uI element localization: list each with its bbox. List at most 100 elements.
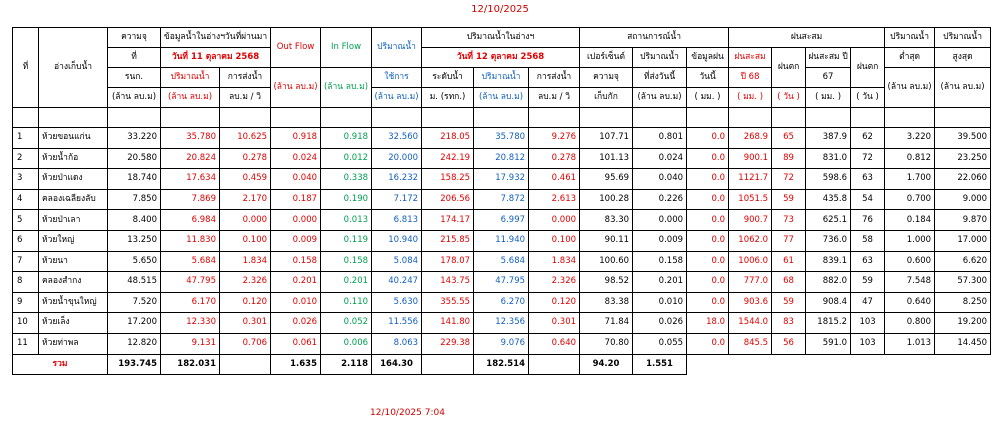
cell-cap: 5.650 [107, 250, 161, 273]
header-released-1: ปริมาณน้ำ [632, 47, 688, 68]
cell-out: 0.026 [270, 312, 322, 334]
cell-pct: 71.84 [579, 312, 634, 334]
cell-y_vol: 17.634 [160, 168, 220, 190]
header-capacity-4: (ล้าน ลบ.ม) [107, 87, 161, 108]
cell-y_rel: 0.000 [218, 209, 272, 231]
cell-r68: 1006.0 [728, 250, 773, 273]
cell-d68: 59 [771, 188, 807, 211]
cell-t_vol: 17.932 [473, 168, 530, 190]
header-usable-3: (ล้าน ลบ.ม) [371, 87, 423, 108]
cell-r67: 839.1 [805, 250, 852, 273]
total-label: รวม [12, 353, 108, 376]
cell-usable: 16.232 [371, 168, 423, 190]
cell-min: 1.013 [884, 332, 936, 355]
cell-d67: 103 [850, 332, 886, 355]
header-rain-group: ฝนสะสม [728, 27, 886, 48]
cell-d68: 59 [771, 291, 807, 314]
cell-rain: 0.0 [686, 168, 730, 190]
table-row: 5 ห้วยป่าเลา 8.400 6.984 0.000 0.000 0.013 6.81… [12, 209, 992, 231]
header-capacity-1: ความจุ [107, 27, 161, 48]
cell-t_rel: 0.640 [528, 332, 581, 355]
cell-no: 5 [12, 209, 39, 231]
cell-no: 6 [12, 229, 39, 252]
blank-row [12, 107, 992, 128]
cell-y_vol: 9.131 [160, 332, 220, 355]
cell-r67: 736.0 [805, 229, 852, 252]
header-rain68-2: ปี 68 [728, 67, 773, 88]
header-rain68-3: ( มม. ) [728, 87, 773, 108]
cell-sent: 0.026 [632, 312, 688, 334]
cell-pct: 83.38 [579, 291, 634, 314]
cell-name: ห้วยขอนแก่น [38, 127, 108, 149]
cell-t_vol: 11.940 [473, 229, 530, 252]
cell-level: 242.19 [421, 147, 475, 170]
header-released-2: ที่ส่งวันนี้ [632, 67, 688, 88]
cell-r67: 598.6 [805, 168, 852, 190]
cell-y_rel: 0.459 [218, 168, 272, 190]
header-rain67-3: ( มม. ) [805, 87, 852, 108]
cell-r67: 435.8 [805, 188, 852, 211]
cell-pct: 100.28 [579, 188, 634, 211]
cell-pct: 107.71 [579, 127, 634, 149]
cell-r68: 1121.7 [728, 168, 773, 190]
cell-sent: 0.055 [632, 332, 688, 355]
header-inflow-unit: (ล้าน ลบ.ม) [320, 67, 373, 108]
cell-t_vol: 20.812 [473, 147, 530, 170]
cell-level: 218.05 [421, 127, 475, 149]
cell-sent: 0.024 [632, 147, 688, 170]
cell-pct: 95.69 [579, 168, 634, 190]
header-t-volume-2: (ล้าน ลบ.ม) [473, 87, 530, 108]
cell-t_rel: 0.000 [528, 209, 581, 231]
cell-pct: 98.52 [579, 271, 634, 293]
cell-out: 0.187 [270, 188, 322, 211]
cell-level: 178.07 [421, 250, 475, 273]
cell-t_vol: 47.795 [473, 271, 530, 293]
cell-y_vol: 6.984 [160, 209, 220, 231]
cell-r67: 1815.2 [805, 312, 852, 334]
cell-sent: 0.801 [632, 127, 688, 149]
cell-r68: 900.7 [728, 209, 773, 231]
cell-name: คลองเฉลียงลับ [38, 188, 108, 211]
cell-cap: 8.400 [107, 209, 161, 231]
cell-d68: 72 [771, 168, 807, 190]
cell-level: 174.17 [421, 209, 475, 231]
cell-min: 0.800 [884, 312, 936, 334]
header-yesterday-group: ข้อมูลน้ำในอ่างฯวันที่ผ่านมา [159, 27, 272, 48]
cell-y_vol: 12.330 [160, 312, 220, 334]
cell-usable: 10.940 [371, 229, 423, 252]
cell-in: 0.052 [320, 312, 373, 334]
cell-max: 8.250 [934, 291, 992, 314]
cell-in: 0.119 [320, 229, 373, 252]
cell-sent: 0.009 [632, 229, 688, 252]
cell-out: 0.000 [270, 209, 322, 231]
cell-usable: 5.084 [371, 250, 423, 273]
header-percent-2: ความจุ [579, 67, 634, 88]
cell-sent: 0.010 [632, 291, 688, 314]
table-row: 2 ห้วยน้ำก้อ 20.580 20.824 0.278 0.024 0.012 20… [12, 147, 992, 170]
cell-rain: 0.0 [686, 127, 730, 149]
report-date: 12/10/2025 [471, 4, 529, 15]
total-usable: 164.30 [371, 353, 423, 376]
cell-no: 2 [12, 147, 39, 170]
cell-t_vol: 9.076 [473, 332, 530, 355]
header-y-volume-2: (ล้าน ลบ.ม) [160, 87, 220, 108]
cell-y_vol: 47.795 [160, 271, 220, 293]
cell-in: 0.110 [320, 291, 373, 314]
cell-no: 11 [12, 332, 39, 355]
cell-r68: 777.0 [728, 271, 773, 293]
header-max-2: สูงสุด [934, 47, 992, 68]
cell-y_vol: 11.830 [160, 229, 220, 252]
cell-t_rel: 0.120 [528, 291, 581, 314]
cell-no: 8 [12, 271, 39, 293]
header-y-release-2: ลบ.ม / วิ [218, 87, 272, 108]
cell-d67: 54 [850, 188, 886, 211]
cell-r68: 1051.5 [728, 188, 773, 211]
cell-rain: 0.0 [686, 229, 730, 252]
total-pct: 94.20 [579, 353, 634, 376]
cell-y_rel: 0.100 [218, 229, 272, 252]
cell-in: 0.006 [320, 332, 373, 355]
cell-r67: 831.0 [805, 147, 852, 170]
total-blank-area [687, 354, 991, 375]
cell-out: 0.010 [270, 291, 322, 314]
cell-min: 0.640 [884, 291, 936, 314]
